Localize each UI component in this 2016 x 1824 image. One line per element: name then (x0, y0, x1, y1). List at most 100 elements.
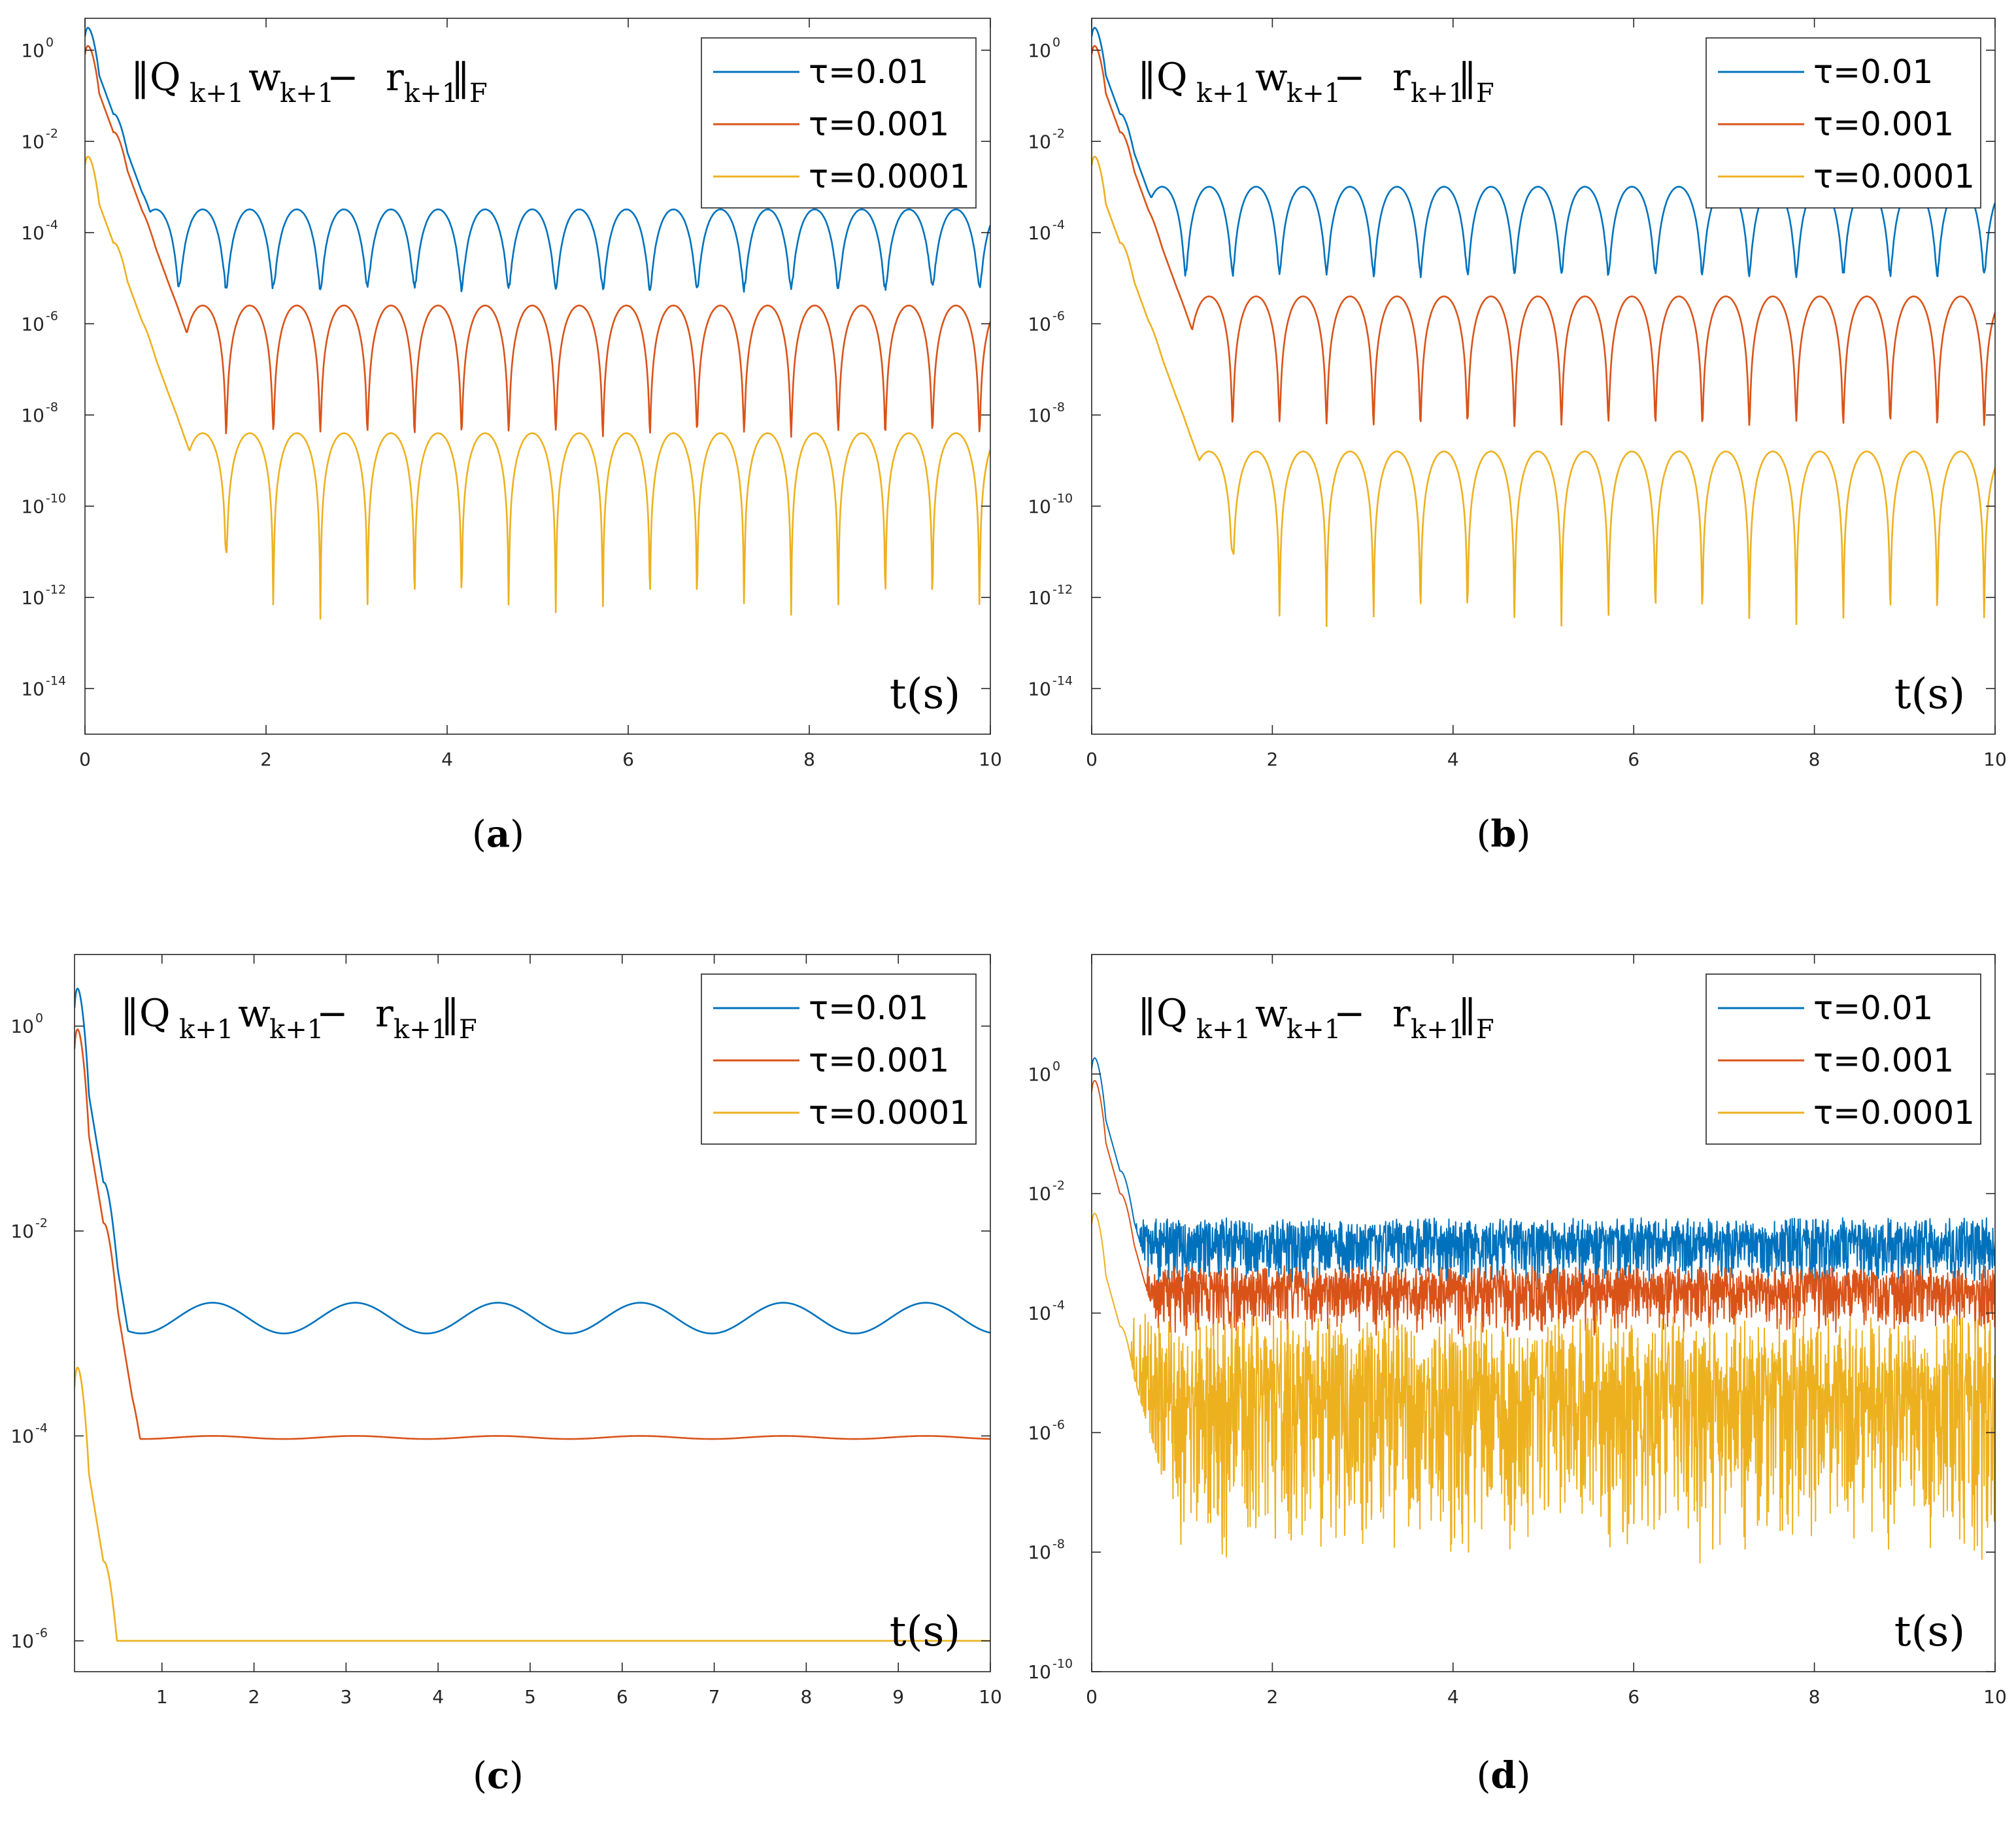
y-tick-exponent: -14 (1052, 673, 1073, 688)
panel-caption: (b) (1477, 813, 1531, 856)
y-tick-label: 10 (1028, 587, 1051, 609)
x-tick-label: 10 (1983, 1686, 2007, 1708)
legend: τ=0.01 τ=0.001 τ=0.0001 (1705, 973, 1981, 1145)
y-tick-label: 10 (1028, 1183, 1051, 1205)
formula-subscript: k+1 (1286, 1015, 1341, 1045)
formula-w: w (1255, 55, 1288, 99)
x-tick-label: 10 (1983, 749, 2007, 770)
formula-norm: ‖Q (1137, 55, 1188, 99)
series-line (85, 27, 990, 293)
series-line (1092, 1079, 1995, 1338)
series-line (75, 1366, 990, 1642)
y-tick-exponent: -2 (46, 126, 58, 141)
formula-label: ‖Q k+1 wk+1 − r k+1‖ F (1137, 991, 1494, 1045)
y-tick-label: 10 (10, 1016, 34, 1038)
formula-subscript: k+1 (190, 78, 244, 109)
y-tick-label: 10 (21, 313, 44, 335)
x-tick-label: 10 (979, 1686, 1002, 1708)
formula-r: r (1392, 55, 1411, 99)
y-tick-label: 10 (1028, 313, 1051, 335)
formula-minus: − (316, 991, 348, 1036)
series-line (1092, 45, 1995, 428)
formula-close: ‖ (1458, 55, 1477, 99)
x-tick-label: 5 (524, 1686, 536, 1708)
y-tick-label: 10 (21, 405, 44, 426)
y-tick-exponent: 0 (46, 35, 54, 50)
formula-subscript: k+1 (404, 78, 458, 109)
y-tick-exponent: -8 (1052, 400, 1065, 414)
caption-letter: a (486, 813, 510, 856)
y-tick-exponent: 0 (1052, 35, 1060, 50)
x-tick-label: 8 (803, 749, 815, 770)
formula-w: w (248, 55, 281, 99)
y-tick-label: 10 (10, 1221, 34, 1242)
x-axis-label: t(s) (1894, 1608, 1966, 1656)
y-tick-exponent: -10 (46, 491, 66, 505)
legend-box (1705, 37, 1981, 209)
formula-norm: ‖Q (1137, 991, 1188, 1036)
formula-subscript: k+1 (1411, 78, 1465, 109)
series-line (85, 45, 990, 438)
x-tick-label: 4 (1447, 749, 1459, 770)
formula-subscript: k+1 (1286, 78, 1341, 109)
legend-box (701, 37, 977, 209)
x-tick-label: 6 (1628, 749, 1639, 770)
x-axis-label: t(s) (890, 670, 961, 718)
series-line (1092, 1057, 1995, 1290)
formula-subscript: F (469, 78, 488, 109)
y-tick-label: 10 (1028, 678, 1051, 700)
formula-norm: ‖Q (120, 991, 171, 1036)
formula-subscript: k+1 (179, 1015, 233, 1045)
y-tick-exponent: -10 (1052, 1657, 1073, 1671)
x-tick-label: 8 (1809, 749, 1821, 770)
plot-area (1092, 27, 1995, 628)
panel-caption: (c) (473, 1754, 524, 1797)
x-tick-label: 10 (979, 749, 1002, 770)
formula-norm: ‖Q (131, 55, 181, 99)
formula-w: w (1255, 991, 1288, 1036)
axes-box (1091, 18, 1996, 735)
formula-r: r (375, 991, 394, 1036)
panel-caption: (d) (1477, 1754, 1531, 1797)
x-tick-label: 6 (622, 749, 634, 770)
legend-box (1705, 973, 1981, 1145)
caption-letter: b (1490, 813, 1516, 856)
legend-entry-label: τ=0.001 (809, 1041, 949, 1079)
caption-letter: d (1490, 1754, 1516, 1797)
panel-caption: (a) (472, 813, 524, 856)
y-tick-label: 10 (21, 40, 44, 61)
caption-paren: ) (509, 1755, 524, 1797)
formula-subscript: F (459, 1015, 477, 1045)
y-tick-label: 10 (21, 587, 44, 609)
series-line (75, 987, 990, 1334)
formula-subscript: k+1 (1196, 78, 1251, 109)
plot-area (1092, 1057, 1995, 1564)
x-tick-label: 0 (1086, 749, 1098, 770)
y-tick-exponent: -4 (1052, 218, 1065, 232)
formula-w: w (238, 991, 271, 1036)
legend-box (701, 973, 977, 1145)
x-tick-label: 0 (79, 749, 91, 770)
y-tick-exponent: -6 (35, 1626, 48, 1640)
caption-paren: ) (1517, 813, 1531, 856)
formula-minus: − (1334, 55, 1366, 99)
x-tick-label: 2 (1266, 749, 1278, 770)
x-tick-label: 1 (156, 1686, 168, 1708)
legend-entry-label: τ=0.01 (809, 53, 928, 91)
caption-paren: ) (1517, 1755, 1531, 1797)
formula-subscript: k+1 (280, 78, 334, 109)
legend-entry-label: τ=0.001 (1813, 105, 1954, 143)
y-tick-label: 10 (1028, 1542, 1051, 1563)
y-tick-label: 10 (1028, 40, 1051, 61)
x-tick-label: 2 (248, 1686, 260, 1708)
y-tick-exponent: -2 (1052, 1179, 1065, 1193)
x-tick-label: 6 (1628, 1686, 1639, 1708)
y-tick-exponent: -2 (35, 1216, 48, 1230)
series-line (1092, 156, 1995, 628)
y-tick-label: 10 (21, 678, 44, 700)
series-line (75, 1028, 990, 1440)
x-tick-label: 6 (616, 1686, 628, 1708)
y-tick-exponent: -8 (1052, 1537, 1065, 1551)
